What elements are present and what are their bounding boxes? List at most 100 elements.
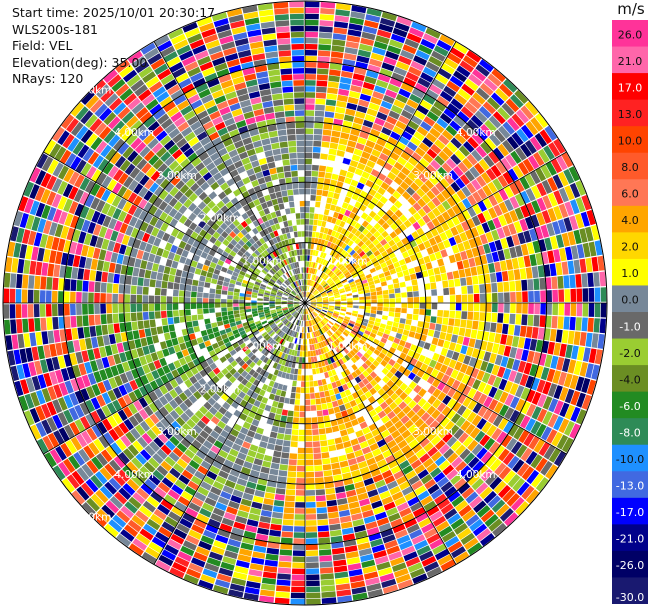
gate-cell bbox=[302, 351, 305, 357]
gate-cell bbox=[357, 492, 369, 501]
gate-cell bbox=[529, 364, 538, 377]
gate-cell bbox=[454, 522, 468, 535]
gate-cell bbox=[351, 154, 361, 162]
gate-cell bbox=[305, 387, 310, 393]
gate-cell bbox=[401, 545, 416, 556]
gate-cell bbox=[515, 501, 529, 516]
gate-cell bbox=[317, 329, 322, 336]
gate-cell bbox=[241, 466, 251, 475]
gate-cell bbox=[525, 202, 536, 216]
gate-cell bbox=[203, 292, 209, 298]
gate-cell bbox=[364, 452, 374, 461]
gate-cell bbox=[230, 495, 242, 504]
gate-cell bbox=[336, 417, 344, 425]
gate-cell bbox=[328, 185, 336, 192]
gate-cell bbox=[321, 320, 326, 325]
gate-cell bbox=[335, 393, 342, 400]
gate-cell bbox=[509, 396, 520, 409]
gate-cell bbox=[313, 128, 323, 135]
gate-cell bbox=[441, 200, 451, 211]
gate-cell bbox=[376, 200, 384, 209]
gate-cell bbox=[399, 507, 412, 518]
gate-cell bbox=[314, 309, 320, 314]
gate-cell bbox=[420, 233, 428, 243]
gate-cell bbox=[309, 314, 313, 320]
gate-cell bbox=[309, 375, 314, 381]
gate-cell bbox=[430, 227, 439, 237]
gate-cell bbox=[510, 94, 524, 109]
gate-cell bbox=[106, 283, 113, 293]
gate-cell bbox=[310, 261, 314, 268]
gate-cell bbox=[339, 312, 346, 316]
gate-cell bbox=[348, 278, 354, 284]
gate-cell bbox=[239, 299, 245, 303]
gate-cell bbox=[381, 392, 390, 401]
gate-cell bbox=[374, 511, 387, 521]
gate-cell bbox=[450, 98, 464, 110]
gate-cell bbox=[435, 182, 445, 193]
gate-cell bbox=[396, 502, 409, 512]
gate-cell bbox=[321, 327, 326, 333]
gate-cell bbox=[249, 469, 260, 478]
gate-cell bbox=[313, 447, 321, 454]
gate-cell bbox=[384, 329, 391, 335]
gate-cell bbox=[570, 199, 580, 215]
gate-cell bbox=[283, 507, 295, 514]
gate-cell bbox=[315, 398, 321, 405]
gate-cell bbox=[324, 260, 329, 267]
gate-cell bbox=[564, 201, 574, 216]
gate-cell bbox=[423, 255, 431, 264]
gate-cell bbox=[366, 349, 373, 356]
gate-cell bbox=[221, 517, 235, 527]
gate-cell bbox=[268, 535, 281, 543]
gate-cell bbox=[369, 58, 383, 68]
gate-cell bbox=[404, 275, 411, 282]
gate-cell bbox=[393, 261, 401, 268]
gate-cell bbox=[308, 261, 312, 268]
gate-cell bbox=[364, 330, 371, 336]
gate-cell bbox=[246, 519, 259, 527]
gate-cell bbox=[358, 233, 365, 240]
gate-cell bbox=[390, 465, 402, 475]
gate-cell bbox=[422, 401, 432, 412]
gate-cell bbox=[313, 453, 322, 460]
gate-cell bbox=[333, 565, 348, 573]
gate-cell bbox=[512, 359, 521, 371]
gate-cell bbox=[381, 429, 391, 439]
gate-cell bbox=[338, 88, 350, 96]
gate-cell bbox=[371, 299, 377, 303]
gate-cell bbox=[587, 317, 594, 332]
gate-cell bbox=[517, 161, 529, 176]
gate-cell bbox=[346, 217, 353, 225]
gate-cell bbox=[415, 448, 427, 459]
gate-cell bbox=[340, 391, 347, 399]
gate-cell bbox=[403, 219, 412, 228]
gate-cell bbox=[339, 335, 345, 341]
gate-cell bbox=[305, 122, 314, 128]
gate-cell bbox=[385, 209, 394, 218]
gate-cell bbox=[323, 300, 329, 302]
gate-cell bbox=[319, 561, 333, 568]
gate-cell bbox=[521, 349, 529, 362]
gate-cell bbox=[353, 325, 360, 330]
gate-cell bbox=[388, 358, 396, 367]
gate-cell bbox=[338, 316, 344, 320]
gate-cell bbox=[289, 374, 294, 380]
gate-cell bbox=[269, 431, 278, 439]
gate-cell bbox=[306, 321, 308, 327]
gate-cells bbox=[3, 1, 607, 605]
gate-cell bbox=[438, 460, 451, 471]
gate-cell bbox=[318, 165, 327, 172]
gate-cell bbox=[394, 420, 404, 430]
gate-cell bbox=[446, 325, 454, 334]
gate-cell bbox=[446, 469, 459, 481]
gate-cell bbox=[504, 199, 514, 212]
gate-cell bbox=[82, 292, 88, 303]
gate-cell bbox=[522, 303, 528, 314]
gate-cell bbox=[305, 327, 307, 333]
gate-cell bbox=[197, 286, 204, 293]
gate-cell bbox=[536, 197, 547, 212]
gate-cell bbox=[472, 203, 482, 215]
gate-cell bbox=[289, 453, 298, 460]
gate-cell bbox=[525, 267, 533, 279]
